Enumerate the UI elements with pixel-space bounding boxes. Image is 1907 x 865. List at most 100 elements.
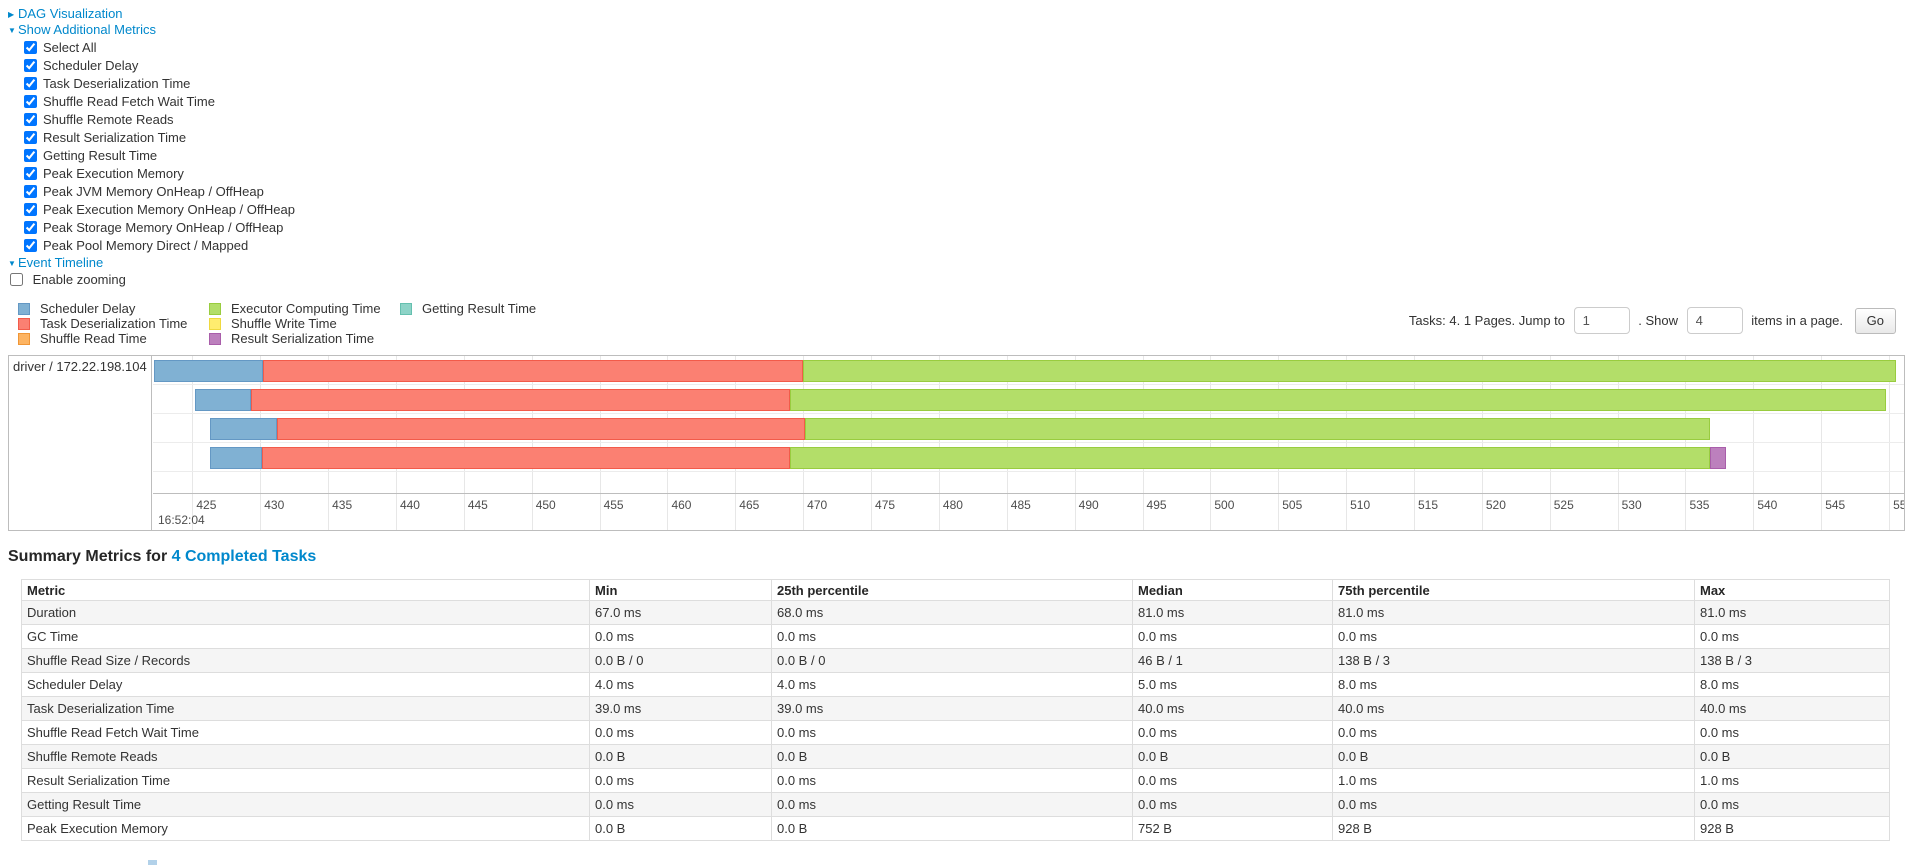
task-bar-executor-computing-time[interactable] bbox=[789, 447, 1710, 469]
timeline-toolbar: Scheduler Delay Task Deserialization Time… bbox=[8, 301, 1907, 351]
axis-tick-label: 430 bbox=[264, 498, 285, 512]
axis-tick-label: 485 bbox=[1010, 498, 1031, 512]
metric-checkbox[interactable] bbox=[24, 59, 37, 72]
axis-tick-label: 530 bbox=[1621, 498, 1642, 512]
axis-gridline bbox=[1753, 356, 1755, 530]
task-bar-executor-computing-time[interactable] bbox=[789, 389, 1887, 411]
task-bar-scheduler-delay[interactable] bbox=[154, 360, 263, 382]
enable-zooming-checkbox[interactable] bbox=[10, 273, 23, 286]
timeline-plot-area[interactable]: 16:52:04 425 430 435 440 445 450 455 460 465 470 4… bbox=[153, 356, 1904, 530]
column-header-min: Min bbox=[589, 579, 772, 601]
legend-label: Shuffle Write Time bbox=[231, 316, 337, 331]
metric-checkbox-label: Select All bbox=[43, 40, 97, 55]
metric-value-cell: 0.0 B bbox=[771, 744, 1133, 769]
axis-tick-label: 470 bbox=[807, 498, 828, 512]
legend-item-task-deserialization-time: Task Deserialization Time bbox=[18, 317, 209, 330]
completed-tasks-link[interactable]: 4 Completed Tasks bbox=[171, 548, 317, 565]
metric-value-cell: 0.0 B bbox=[589, 816, 772, 841]
metric-value-cell: 4.0 ms bbox=[771, 672, 1133, 697]
task-bar-task-deserialization-time[interactable] bbox=[261, 447, 790, 469]
metric-checkbox-item: Task Deserialization Time bbox=[24, 75, 1907, 93]
metric-value-cell: 0.0 ms bbox=[589, 624, 772, 649]
axis-tick-label: 495 bbox=[1146, 498, 1167, 512]
timeline-legend: Scheduler Delay Task Deserialization Time… bbox=[18, 302, 536, 347]
table-header-row: Metric Min 25th percentile Median 75th perce… bbox=[21, 579, 1890, 601]
metric-value-cell: 138 B / 3 bbox=[1694, 648, 1890, 673]
axis-tick-label: 520 bbox=[1485, 498, 1506, 512]
task-bar-scheduler-delay[interactable] bbox=[210, 418, 277, 440]
axis-gridline bbox=[1142, 356, 1144, 530]
event-timeline-toggle[interactable]: ▼ Event Timeline bbox=[8, 255, 1907, 270]
metric-checkbox-item: Select All bbox=[24, 39, 1907, 57]
metric-checkbox[interactable] bbox=[24, 95, 37, 108]
summary-metrics-table: Metric Min 25th percentile Median 75th perce… bbox=[21, 579, 1890, 841]
column-header-metric: Metric bbox=[21, 579, 590, 601]
metric-value-cell: 0.0 B / 0 bbox=[589, 648, 772, 673]
timeline-task-row bbox=[153, 443, 1904, 472]
task-bar-executor-computing-time[interactable] bbox=[804, 418, 1710, 440]
metric-value-cell: 0.0 ms bbox=[589, 792, 772, 817]
metric-checkbox[interactable] bbox=[24, 167, 37, 180]
column-header-25th-percentile: 25th percentile bbox=[771, 579, 1133, 601]
axis-tick-label: 475 bbox=[875, 498, 896, 512]
items-per-page-input[interactable] bbox=[1686, 307, 1743, 334]
summary-title-text: Summary Metrics for bbox=[8, 548, 168, 565]
axis-gridline bbox=[192, 356, 194, 530]
jump-to-page-input[interactable] bbox=[1573, 307, 1630, 334]
metric-value-cell: 0.0 B bbox=[1132, 744, 1333, 769]
pagination-summary-text: Tasks: 4. 1 Pages. Jump to bbox=[1408, 313, 1565, 328]
metric-checkbox[interactable] bbox=[24, 113, 37, 126]
metric-value-cell: 0.0 ms bbox=[1694, 624, 1890, 649]
metric-value-cell: 0.0 ms bbox=[1694, 792, 1890, 817]
axis-gridline bbox=[1074, 356, 1076, 530]
task-bar-task-deserialization-time[interactable] bbox=[262, 360, 804, 382]
metric-name-cell: Result Serialization Time bbox=[21, 768, 590, 793]
metric-value-cell: 138 B / 3 bbox=[1332, 648, 1695, 673]
axis-gridline bbox=[463, 356, 465, 530]
metric-checkbox[interactable] bbox=[24, 239, 37, 252]
metric-value-cell: 0.0 ms bbox=[1132, 720, 1333, 745]
metric-value-cell: 0.0 ms bbox=[589, 720, 772, 745]
metric-checkbox-item: Peak Execution Memory bbox=[24, 165, 1907, 183]
show-additional-metrics-toggle[interactable]: ▼ Show Additional Metrics bbox=[8, 22, 1907, 37]
task-bar-task-deserialization-time[interactable] bbox=[276, 418, 805, 440]
metric-name-cell: Shuffle Read Fetch Wait Time bbox=[21, 720, 590, 745]
metric-checkbox-label: Shuffle Read Fetch Wait Time bbox=[43, 94, 215, 109]
table-row: Shuffle Remote Reads 0.0 B 0.0 B 0.0 B 0.0 B… bbox=[21, 744, 1890, 769]
metric-checkbox[interactable] bbox=[24, 185, 37, 198]
legend-label: Shuffle Read Time bbox=[40, 331, 147, 346]
task-bar-executor-computing-time[interactable] bbox=[803, 360, 1896, 382]
metric-value-cell: 0.0 ms bbox=[771, 720, 1133, 745]
axis-gridline bbox=[1685, 356, 1687, 530]
metric-checkbox[interactable] bbox=[24, 41, 37, 54]
task-bar-task-deserialization-time[interactable] bbox=[250, 389, 790, 411]
axis-tick-label: 440 bbox=[399, 498, 420, 512]
metric-value-cell: 0.0 ms bbox=[589, 768, 772, 793]
metric-value-cell: 928 B bbox=[1332, 816, 1695, 841]
axis-tick-label: 505 bbox=[1282, 498, 1303, 512]
metric-checkbox[interactable] bbox=[24, 149, 37, 162]
task-bar-result-serialization-time[interactable] bbox=[1709, 447, 1727, 469]
expanded-arrow-icon: ▼ bbox=[8, 259, 16, 268]
collapsed-arrow-icon: ▶ bbox=[8, 10, 15, 19]
axis-tick-label: 425 bbox=[196, 498, 217, 512]
metric-value-cell: 0.0 ms bbox=[1332, 624, 1695, 649]
dag-visualization-toggle[interactable]: ▶ DAG Visualization bbox=[8, 6, 1907, 21]
metric-checkbox-item: Peak Storage Memory OnHeap / OffHeap bbox=[24, 219, 1907, 237]
metric-checkbox[interactable] bbox=[24, 221, 37, 234]
event-timeline-chart: driver / 172.22.198.104 16:52:04 425 430 4… bbox=[8, 355, 1905, 531]
metric-checkbox[interactable] bbox=[24, 131, 37, 144]
metric-value-cell: 0.0 ms bbox=[1694, 720, 1890, 745]
metric-value-cell: 81.0 ms bbox=[1132, 600, 1333, 625]
metric-value-cell: 928 B bbox=[1694, 816, 1890, 841]
task-bar-scheduler-delay[interactable] bbox=[210, 447, 262, 469]
legend-column: Scheduler Delay Task Deserialization Time… bbox=[18, 302, 209, 347]
metric-value-cell: 0.0 ms bbox=[771, 624, 1133, 649]
table-row: Scheduler Delay 4.0 ms 4.0 ms 5.0 ms 8.0 ms 8… bbox=[21, 672, 1890, 697]
expanded-arrow-icon: ▼ bbox=[8, 26, 16, 35]
metric-checkbox[interactable] bbox=[24, 77, 37, 90]
task-bar-scheduler-delay[interactable] bbox=[195, 389, 251, 411]
go-button[interactable]: Go bbox=[1854, 307, 1896, 334]
metric-checkbox[interactable] bbox=[24, 203, 37, 216]
legend-item-scheduler-delay: Scheduler Delay bbox=[18, 302, 209, 315]
